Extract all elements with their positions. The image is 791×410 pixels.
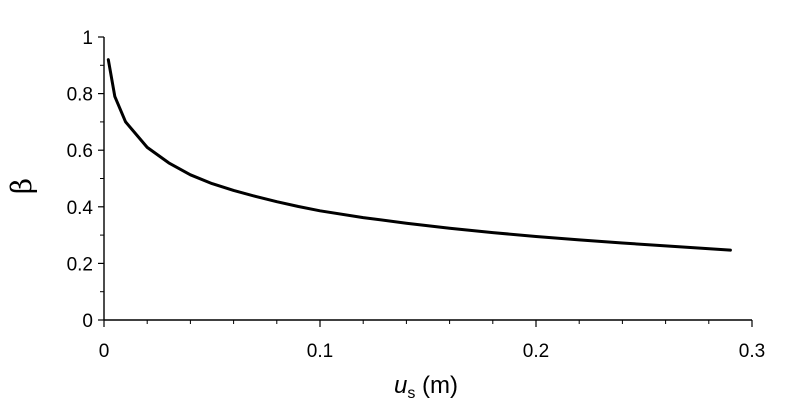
ticks (98, 36, 753, 327)
y-tick-label: 1 (82, 28, 93, 49)
y-axis-label: β (5, 178, 38, 194)
x-tick-label: 0.3 (739, 341, 765, 362)
x-tick-label: 0.1 (307, 341, 333, 362)
y-tick-label: 0.4 (67, 198, 94, 219)
series-layer (106, 58, 732, 252)
tick-labels: 0 0.2 0.4 0.6 0.8 1 0 0.1 0.2 0.3 (67, 28, 766, 362)
series-line (106, 58, 732, 252)
x-tick-label: 0.2 (523, 341, 549, 362)
x-axis-label: us (m) (394, 372, 458, 402)
x-axis-label-subscript: s (407, 385, 415, 402)
y-tick-label: 0.8 (67, 85, 93, 106)
x-axis-label-main: u (394, 372, 407, 399)
y-tick-label: 0.2 (67, 254, 93, 275)
x-axis-label-unit: (m) (415, 372, 458, 399)
x-tick-label: 0 (99, 341, 110, 362)
y-tick-label: 0 (82, 311, 93, 332)
y-tick-label: 0.6 (67, 141, 93, 162)
